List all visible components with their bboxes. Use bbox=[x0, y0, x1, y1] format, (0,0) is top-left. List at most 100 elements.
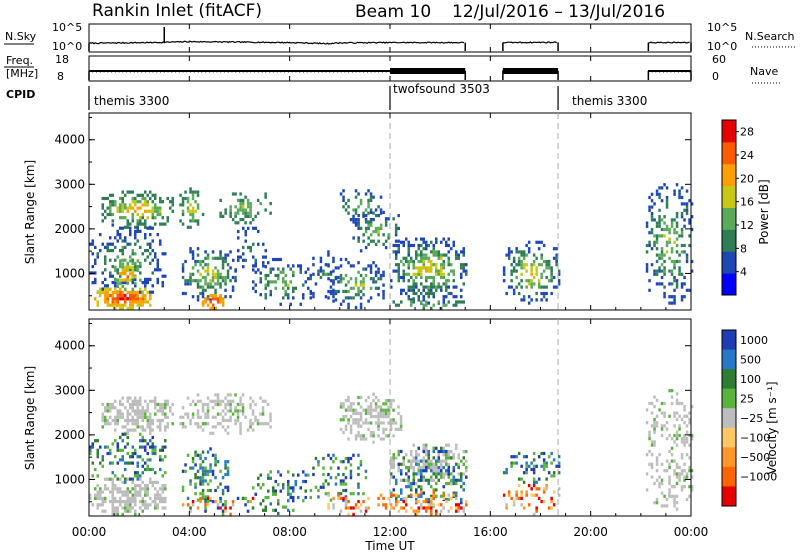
heat-cell bbox=[91, 252, 94, 256]
heat-cell bbox=[252, 255, 255, 259]
heat-cell bbox=[251, 399, 255, 403]
heat-cell bbox=[462, 263, 465, 267]
heat-cell bbox=[224, 418, 227, 423]
heat-cell bbox=[282, 505, 285, 509]
heat-cell bbox=[131, 290, 134, 294]
heat-cell bbox=[166, 425, 169, 429]
heat-cell bbox=[237, 255, 240, 259]
heat-cell bbox=[204, 275, 207, 280]
heat-cell bbox=[189, 282, 192, 286]
heat-cell bbox=[437, 469, 440, 473]
heat-cell bbox=[359, 463, 363, 467]
heat-cell bbox=[430, 291, 433, 296]
heat-cell bbox=[106, 300, 109, 304]
heat-cell bbox=[214, 288, 217, 292]
heat-cell bbox=[229, 208, 232, 212]
heat-cell bbox=[134, 200, 137, 204]
heat-cell bbox=[144, 294, 147, 298]
heat-cell bbox=[134, 428, 137, 432]
heat-cell bbox=[229, 205, 232, 209]
heat-cell bbox=[447, 291, 450, 296]
heat-cell bbox=[189, 209, 192, 213]
heat-cell bbox=[231, 412, 235, 416]
heat-cell bbox=[219, 506, 222, 510]
heat-cell bbox=[186, 225, 190, 229]
heat-cell bbox=[354, 277, 358, 281]
heat-cell bbox=[124, 477, 127, 481]
heat-cell bbox=[460, 478, 463, 482]
heat-cell bbox=[161, 474, 164, 478]
heat-cell bbox=[109, 249, 112, 253]
heat-cell bbox=[136, 200, 139, 204]
heat-cell bbox=[134, 503, 137, 507]
heat-cell bbox=[397, 453, 400, 457]
heat-cell bbox=[417, 295, 420, 299]
heat-cell bbox=[520, 250, 523, 254]
heat-cell bbox=[116, 509, 119, 513]
heat-cell bbox=[425, 266, 428, 270]
heat-cell bbox=[224, 282, 227, 286]
heat-cell bbox=[226, 272, 230, 276]
heat-cell bbox=[171, 200, 174, 204]
heat-cell bbox=[322, 272, 325, 276]
heat-cell bbox=[91, 445, 94, 449]
heat-cell bbox=[435, 475, 438, 479]
heat-cell bbox=[422, 253, 425, 257]
heat-cell bbox=[660, 491, 664, 495]
heat-cell bbox=[432, 478, 435, 482]
heat-cell bbox=[420, 494, 423, 498]
heat-cell bbox=[442, 282, 445, 286]
heat-cell bbox=[349, 296, 353, 300]
heat-cell bbox=[131, 422, 134, 426]
heat-cell bbox=[362, 437, 365, 441]
heat-cell bbox=[302, 479, 305, 484]
heat-cell bbox=[226, 402, 230, 407]
heat-cell bbox=[141, 409, 144, 413]
heat-cell bbox=[665, 227, 669, 232]
heat-cell bbox=[109, 212, 112, 217]
heat-cell bbox=[673, 497, 676, 502]
heat-cell bbox=[116, 418, 119, 423]
heat-cell bbox=[650, 462, 654, 466]
heat-cell bbox=[94, 261, 97, 265]
heat-cell bbox=[124, 297, 127, 301]
y-tick-label: 4000 bbox=[54, 133, 85, 147]
heat-cell bbox=[445, 449, 448, 454]
heat-cell bbox=[658, 408, 661, 412]
heat-cell bbox=[264, 296, 267, 300]
heat-cell bbox=[224, 259, 227, 264]
heat-cell bbox=[264, 192, 267, 196]
heat-cell bbox=[104, 500, 107, 504]
heat-cell bbox=[675, 398, 679, 402]
heat-cell bbox=[688, 234, 691, 238]
heat-cell bbox=[364, 267, 368, 271]
heat-cell bbox=[660, 199, 664, 203]
heat-cell bbox=[226, 399, 230, 403]
heat-cell bbox=[374, 230, 378, 234]
heat-cell bbox=[645, 221, 649, 225]
heat-cell bbox=[420, 300, 423, 304]
heat-cell bbox=[432, 243, 435, 248]
heat-cell bbox=[665, 224, 669, 228]
heat-cell bbox=[668, 295, 671, 299]
heat-cell bbox=[114, 512, 117, 516]
heat-cell bbox=[440, 272, 443, 276]
heat-cell bbox=[665, 497, 669, 502]
heat-cell bbox=[161, 487, 164, 491]
heat-cell bbox=[369, 421, 373, 425]
heat-cell bbox=[437, 449, 440, 454]
heat-cell bbox=[204, 422, 207, 426]
heat-cell bbox=[221, 297, 225, 301]
heat-cell bbox=[447, 300, 450, 304]
heat-cell bbox=[415, 497, 418, 502]
heat-cell bbox=[685, 475, 689, 479]
heat-cell bbox=[151, 212, 154, 217]
heat-cell bbox=[673, 494, 676, 498]
heat-cell bbox=[655, 456, 659, 460]
heat-cell bbox=[161, 222, 164, 226]
heat-cell bbox=[261, 409, 265, 413]
heat-cell bbox=[522, 471, 526, 475]
heat-cell bbox=[688, 243, 691, 248]
heat-cell bbox=[400, 462, 403, 466]
power-colorbar-swatch bbox=[722, 273, 736, 296]
